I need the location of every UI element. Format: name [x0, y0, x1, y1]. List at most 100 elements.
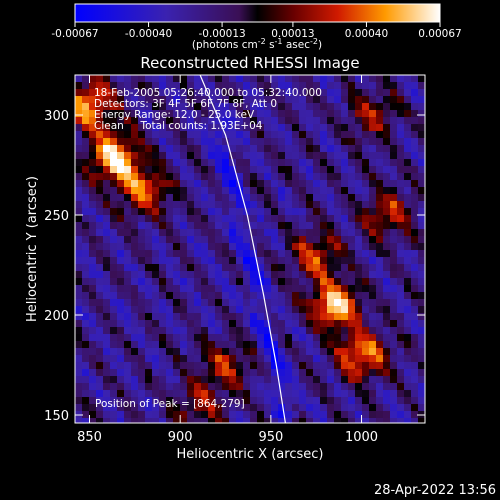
heatmap-cell: [362, 229, 370, 237]
heatmap-cell: [327, 117, 335, 125]
heatmap-cell: [201, 383, 209, 391]
heatmap-cell: [418, 215, 425, 223]
heatmap-cell: [362, 264, 370, 272]
heatmap-cell: [96, 110, 104, 118]
heatmap-cell: [418, 236, 425, 244]
heatmap-cell: [404, 341, 412, 349]
heatmap-cell: [299, 236, 307, 244]
heatmap-cell: [341, 285, 349, 293]
heatmap-cell: [369, 411, 377, 419]
heatmap-cell: [82, 96, 90, 104]
heatmap-cell: [383, 334, 391, 342]
heatmap-cell: [215, 341, 223, 349]
heatmap-cell: [390, 103, 398, 111]
heatmap-cell: [124, 243, 132, 251]
heatmap-cell: [173, 82, 181, 90]
heatmap-cell: [131, 320, 139, 328]
heatmap-cell: [173, 418, 181, 423]
heatmap-cell: [264, 117, 272, 125]
heatmap-cell: [397, 89, 405, 97]
heatmap-cell: [369, 166, 377, 174]
heatmap-cell: [313, 313, 321, 321]
heatmap-cell: [110, 201, 118, 209]
heatmap-cell: [299, 96, 307, 104]
heatmap-cell: [145, 208, 153, 216]
heatmap-cell: [320, 355, 328, 363]
heatmap-cell: [362, 131, 370, 139]
heatmap-cell: [138, 292, 146, 300]
heatmap-cell: [418, 362, 425, 370]
heatmap-cell: [411, 236, 419, 244]
heatmap-cell: [362, 117, 370, 125]
heatmap-cell: [250, 292, 258, 300]
heatmap-cell: [187, 166, 195, 174]
heatmap-cell: [418, 159, 425, 167]
heatmap-cell: [250, 411, 258, 419]
heatmap-cell: [313, 383, 321, 391]
heatmap-cell: [82, 103, 90, 111]
heatmap-cell: [243, 96, 251, 104]
heatmap-cell: [222, 285, 230, 293]
heatmap-cell: [369, 173, 377, 181]
heatmap-cell: [390, 390, 398, 398]
heatmap-cell: [348, 180, 356, 188]
heatmap-cell: [292, 264, 300, 272]
heatmap-cell: [117, 285, 125, 293]
heatmap-cell: [117, 355, 125, 363]
heatmap-cell: [313, 222, 321, 230]
heatmap-cell: [173, 250, 181, 258]
heatmap-cell: [229, 222, 237, 230]
heatmap-cell: [313, 397, 321, 405]
heatmap-cell: [369, 250, 377, 258]
heatmap-cell: [187, 355, 195, 363]
heatmap-cell: [145, 418, 153, 423]
heatmap-cell: [257, 215, 265, 223]
heatmap-cell: [180, 348, 188, 356]
heatmap-cell: [376, 355, 384, 363]
heatmap-cell: [257, 404, 265, 412]
heatmap-cell: [215, 243, 223, 251]
heatmap-cell: [138, 250, 146, 258]
heatmap-cell: [348, 152, 356, 160]
heatmap-cell: [82, 264, 90, 272]
heatmap-cell: [215, 320, 223, 328]
heatmap-cell: [96, 201, 104, 209]
heatmap-cell: [117, 278, 125, 286]
heatmap-cell: [355, 306, 363, 314]
heatmap-cell: [278, 341, 286, 349]
heatmap-cell: [124, 397, 132, 405]
heatmap-cell: [271, 117, 279, 125]
heatmap-cell: [229, 320, 237, 328]
heatmap-cell: [278, 418, 286, 423]
heatmap-cell: [138, 278, 146, 286]
heatmap-cell: [271, 264, 279, 272]
heatmap-cell: [180, 187, 188, 195]
heatmap-cell: [201, 124, 209, 132]
y-axis-label: Heliocentric Y (arcsec): [25, 176, 40, 322]
heatmap-cell: [229, 229, 237, 237]
heatmap-cell: [313, 418, 321, 423]
heatmap-cell: [187, 278, 195, 286]
heatmap-cell: [299, 166, 307, 174]
heatmap-cell: [278, 376, 286, 384]
heatmap-cell: [320, 96, 328, 104]
heatmap-cell: [278, 117, 286, 125]
heatmap-cell: [320, 320, 328, 328]
heatmap-cell: [82, 187, 90, 195]
heatmap-cell: [292, 299, 300, 307]
heatmap-cell: [138, 390, 146, 398]
heatmap-cell: [103, 306, 111, 314]
heatmap-cell: [285, 313, 293, 321]
heatmap-cell: [250, 201, 258, 209]
heatmap-cell: [124, 383, 132, 391]
heatmap-cell: [397, 145, 405, 153]
heatmap-cell: [208, 243, 216, 251]
heatmap-cell: [173, 257, 181, 265]
heatmap-cell: [75, 208, 83, 216]
heatmap-cell: [159, 397, 167, 405]
heatmap-cell: [201, 75, 209, 83]
heatmap-cell: [208, 89, 216, 97]
heatmap-cell: [362, 271, 370, 279]
heatmap-cell: [215, 369, 223, 377]
heatmap-cell: [222, 187, 230, 195]
